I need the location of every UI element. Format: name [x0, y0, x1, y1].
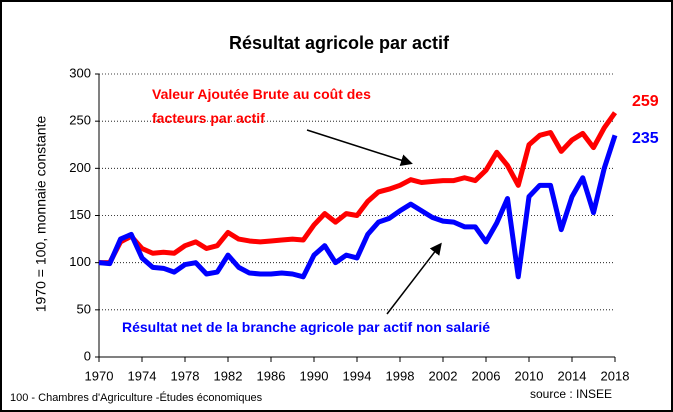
- y-tick-label: 150: [69, 207, 91, 222]
- y-tick-label: 100: [69, 254, 91, 269]
- arrow: [386, 242, 442, 315]
- arrow: [306, 129, 413, 166]
- chart-title: Résultat agricole par actif: [229, 33, 450, 53]
- end-value-label: 259: [632, 93, 659, 110]
- series-line: [98, 134, 618, 280]
- series-label: Valeur Ajoutée Brute au coût des facteur…: [152, 86, 371, 126]
- source: source : INSEE: [530, 387, 612, 401]
- x-tick-label: 2018: [601, 368, 630, 383]
- x-tick-label: 1970: [85, 368, 114, 383]
- y-tick-label: 200: [69, 160, 91, 175]
- x-tick-label: 1994: [343, 368, 372, 383]
- footer: 100 - Chambres d'Agriculture -Études éco…: [10, 391, 263, 404]
- x-tick-label: 1978: [171, 368, 200, 383]
- series-line: [99, 111, 618, 266]
- y-tick-label: 250: [69, 113, 91, 128]
- x-tick-label: 1986: [257, 368, 286, 383]
- y-tick-label: 50: [77, 301, 91, 316]
- y-tick-label: 0: [84, 348, 91, 363]
- x-tick-label: 2010: [515, 368, 544, 383]
- x-tick-label: 1990: [300, 368, 329, 383]
- x-tick-label: 2006: [472, 368, 501, 383]
- x-tick-label: 1998: [386, 368, 415, 383]
- x-tick-label: 2002: [429, 368, 458, 383]
- y-tick-label: 300: [69, 65, 91, 80]
- x-tick-label: 1974: [128, 368, 157, 383]
- end-value-label: 235: [632, 130, 659, 147]
- y-axis-label: 1970 = 100, monnaie constante: [33, 116, 49, 313]
- x-tick-label: 2014: [558, 368, 587, 383]
- x-tick-label: 1982: [214, 368, 243, 383]
- series-label: Résultat net de la branche agricole par …: [122, 319, 491, 335]
